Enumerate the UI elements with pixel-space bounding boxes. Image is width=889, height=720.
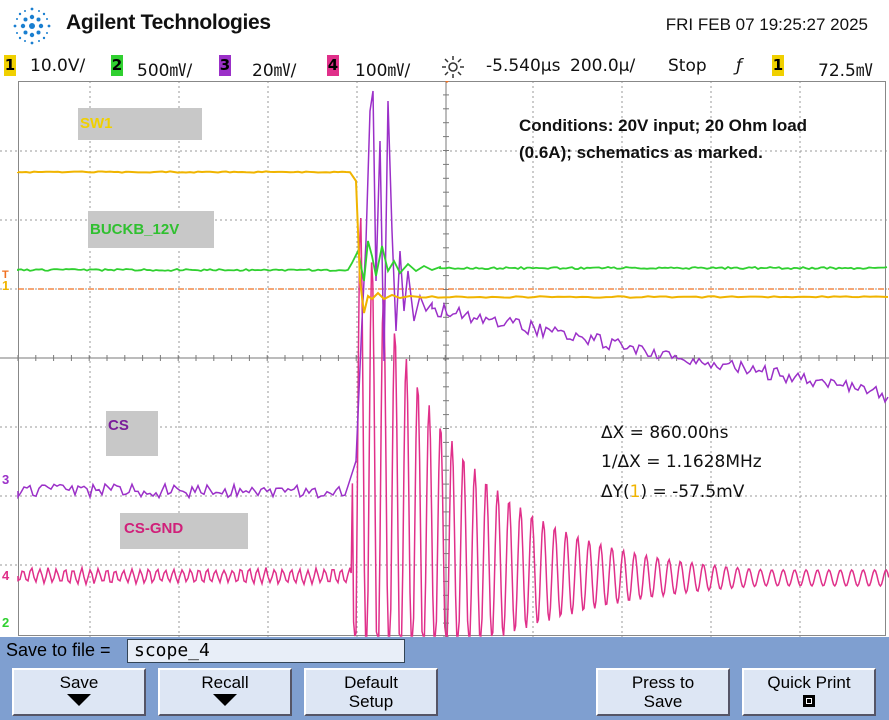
label-cs: CS — [106, 411, 158, 456]
graticule — [0, 81, 889, 637]
trigger-level-marker: T — [2, 269, 9, 281]
measure-inverse-delta-x: 1/ΔX = 1.1628MHz — [601, 452, 762, 472]
ch1-badge[interactable]: 1 — [4, 55, 16, 76]
ch1-ground-marker[interactable]: 1 — [2, 278, 10, 293]
trigger-source-badge: 1 — [772, 55, 784, 76]
save-to-file-label: Save to file = — [6, 640, 111, 660]
ch1-scale: 10.0V/ — [30, 56, 86, 76]
label-buckb-12v: BUCKB_12V — [88, 211, 214, 248]
waveform-display[interactable]: 1 T 2 3 4 SW1 BUCKB_12V CS CS-GND Condit… — [0, 81, 889, 637]
label-cs-gnd: CS-GND — [120, 513, 248, 549]
timebase-scale: 200.0µ/ — [570, 56, 636, 76]
trigger-slope-icon: ƒ — [736, 56, 742, 76]
ch4-badge[interactable]: 4 — [327, 55, 339, 76]
measure-delta-y: ΔY(1) = -57.5mV — [601, 482, 745, 502]
date-time: FRI FEB 07 19:25:27 2025 — [665, 15, 868, 34]
ch2-badge[interactable]: 2 — [111, 55, 123, 76]
ch4-scale: 100㎷/ — [355, 61, 411, 81]
quick-print-button[interactable]: Quick Print — [742, 668, 876, 716]
save-button[interactable]: Save — [12, 668, 146, 716]
chevron-down-icon — [67, 694, 91, 706]
horizontal-delay: -5.540µs — [486, 56, 561, 76]
delay-sun-icon — [442, 56, 464, 78]
measure-delta-x: ΔX = 860.00ns — [601, 423, 729, 443]
ch2-ground-marker[interactable]: 2 — [2, 615, 10, 630]
run-state: Stop — [668, 56, 707, 76]
brand-name: Agilent Technologies — [66, 11, 271, 34]
conditions-note: Conditions: 20V input; 20 Ohm load (0.6A… — [519, 116, 808, 162]
ch2-scale: 500㎷/ — [137, 61, 193, 81]
ch4-ground-marker[interactable]: 4 — [2, 568, 10, 583]
ch3-badge[interactable]: 3 — [219, 55, 231, 76]
status-bar: 1 10.0V/ 2 500㎷/ 3 20㎷/ 4 100㎷/ -5.540µs… — [0, 52, 889, 81]
save-to-file-row: Save to file = scope_4 — [0, 637, 889, 666]
agilent-logo-icon — [13, 7, 51, 45]
default-setup-button[interactable]: Default Setup — [304, 668, 438, 716]
ch3-scale: 20㎷/ — [252, 61, 297, 81]
stop-square-icon — [803, 695, 815, 707]
header-bar: Agilent Technologies FRI FEB 07 19:25:27… — [0, 0, 889, 52]
recall-button[interactable]: Recall — [158, 668, 292, 716]
chevron-down-icon — [213, 694, 237, 706]
trigger-level: 72.5㎷ — [818, 61, 873, 81]
softkey-panel: Save to file = scope_4 Save Recall Defau… — [0, 637, 889, 720]
label-sw1: SW1 — [78, 108, 202, 140]
file-name-field[interactable]: scope_4 — [127, 639, 405, 663]
ch3-ground-marker[interactable]: 3 — [2, 472, 10, 487]
press-to-save-button[interactable]: Press to Save — [596, 668, 730, 716]
